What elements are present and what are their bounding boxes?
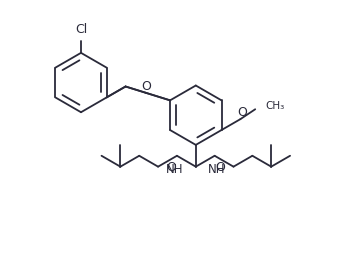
Text: O: O bbox=[215, 161, 225, 174]
Text: NH: NH bbox=[208, 163, 225, 176]
Text: O: O bbox=[142, 80, 151, 93]
Text: Cl: Cl bbox=[75, 23, 87, 36]
Text: O: O bbox=[237, 106, 247, 119]
Text: O: O bbox=[166, 161, 176, 174]
Text: NH: NH bbox=[166, 163, 184, 176]
Text: CH₃: CH₃ bbox=[265, 101, 284, 111]
